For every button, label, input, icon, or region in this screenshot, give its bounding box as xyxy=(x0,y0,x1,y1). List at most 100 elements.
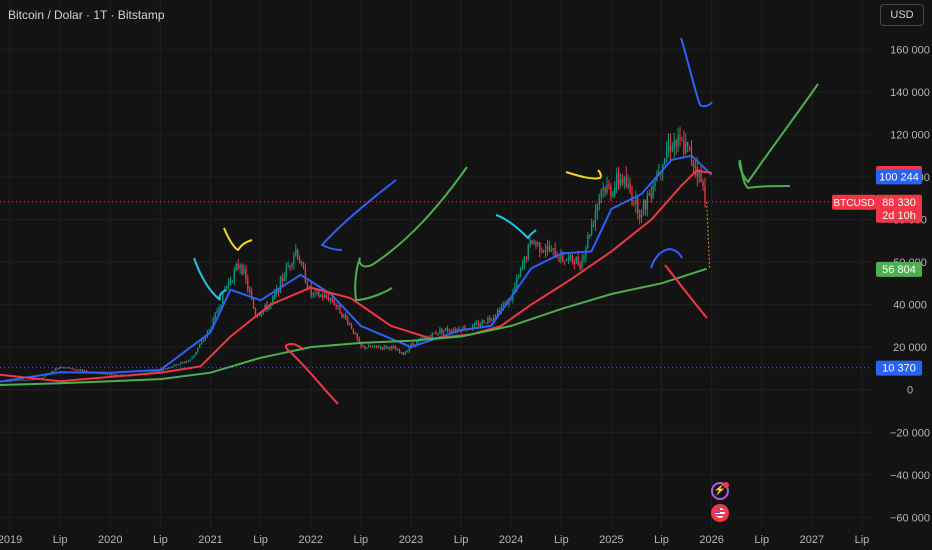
drawing-cyan-check-2 xyxy=(495,214,537,240)
candle-body xyxy=(531,240,533,245)
symbol-label: BTCUSD xyxy=(833,198,874,209)
candle-body xyxy=(327,297,330,301)
currency-button[interactable]: USD xyxy=(880,4,924,26)
candle-body xyxy=(185,361,187,363)
candle-body xyxy=(573,261,576,265)
candle-body xyxy=(53,370,55,372)
candle-body xyxy=(168,367,170,369)
candle-body xyxy=(385,345,387,349)
price-tag-label: 10 370 xyxy=(882,363,916,375)
candle-body xyxy=(600,190,602,198)
x-tick-label: 2024 xyxy=(499,534,523,546)
x-tick-label: Lip xyxy=(53,534,68,546)
x-tick-label: Lip xyxy=(353,534,368,546)
candle-body xyxy=(612,194,614,196)
moving-average-line xyxy=(0,154,713,383)
candle-body xyxy=(416,341,418,346)
candle-body xyxy=(56,368,59,370)
candle-body xyxy=(617,173,620,185)
candle-body xyxy=(333,301,335,305)
candle-body xyxy=(437,332,439,335)
candle-body xyxy=(316,291,318,293)
drawing-blue-arrow-1 xyxy=(320,179,397,251)
candle-body xyxy=(331,297,333,302)
candle-body xyxy=(235,264,237,270)
candle-body xyxy=(410,343,412,348)
candle-body xyxy=(395,347,397,351)
drawing-blue-arrow-2 xyxy=(680,37,713,108)
candle-body xyxy=(318,291,320,297)
candle-body xyxy=(592,223,595,225)
candle-body xyxy=(590,223,593,235)
candle-body xyxy=(594,211,597,224)
candle-body xyxy=(502,304,504,308)
candle-body xyxy=(33,379,36,381)
candle-body xyxy=(604,187,606,193)
candle-body xyxy=(239,265,241,269)
candle-body xyxy=(494,315,497,317)
candle-body xyxy=(325,294,328,298)
candle-body xyxy=(523,257,526,265)
price-tag-label: 100 244 xyxy=(879,171,919,183)
flash-icon[interactable]: ⚡ xyxy=(711,482,729,500)
candle-body xyxy=(575,256,577,265)
candle-body xyxy=(569,255,572,257)
candle-body xyxy=(43,376,45,378)
candle-body xyxy=(587,235,589,248)
candle-body xyxy=(364,346,366,349)
candle-body xyxy=(24,380,26,382)
candle-body xyxy=(565,259,568,261)
candle-body xyxy=(544,250,547,252)
candle-body xyxy=(381,347,383,349)
candle-body xyxy=(204,336,207,340)
candle-body xyxy=(614,187,616,195)
candle-body xyxy=(74,369,76,371)
candle-body xyxy=(562,253,564,261)
candle-body xyxy=(398,349,401,353)
candle-body xyxy=(443,330,445,333)
candle-body xyxy=(341,313,343,318)
candle-body xyxy=(671,147,673,152)
candle-body xyxy=(10,380,13,382)
candle-body xyxy=(274,293,276,297)
candle-body xyxy=(208,329,211,332)
candle-body xyxy=(533,242,535,245)
x-tick-label: Lip xyxy=(454,534,469,546)
candle-body xyxy=(31,379,34,381)
candle-body xyxy=(214,313,216,319)
candle-body xyxy=(383,345,385,349)
candle-body xyxy=(247,279,249,290)
candle-body xyxy=(688,146,691,148)
candle-body xyxy=(197,347,199,352)
candle-body xyxy=(517,275,520,279)
candle-body xyxy=(387,346,389,349)
candle-body xyxy=(479,324,481,326)
candle-body xyxy=(60,366,63,368)
candle-body xyxy=(308,286,310,288)
candle-body xyxy=(471,325,474,330)
candle-body xyxy=(525,257,527,260)
x-tick-label: 2021 xyxy=(198,534,222,546)
us-flag-icon[interactable] xyxy=(711,504,729,522)
candle-body xyxy=(350,324,353,329)
candle-body xyxy=(295,249,297,255)
symbol-tag xyxy=(832,194,876,210)
candle-body xyxy=(539,242,541,252)
candle-body xyxy=(176,364,178,366)
candle-body xyxy=(560,253,562,261)
candle-body xyxy=(583,256,585,260)
candle-body xyxy=(152,371,155,373)
x-tick-label: 2026 xyxy=(699,534,723,546)
candle-body xyxy=(629,183,631,193)
candle-body xyxy=(201,340,203,345)
candle-body xyxy=(421,338,424,340)
drawing-green-line-1 xyxy=(354,166,468,302)
candle-body xyxy=(41,377,43,379)
candle-body xyxy=(431,332,433,338)
candle-body xyxy=(444,328,447,331)
candle-body xyxy=(310,286,312,295)
candle-body xyxy=(404,352,406,355)
candle-body xyxy=(104,373,107,375)
